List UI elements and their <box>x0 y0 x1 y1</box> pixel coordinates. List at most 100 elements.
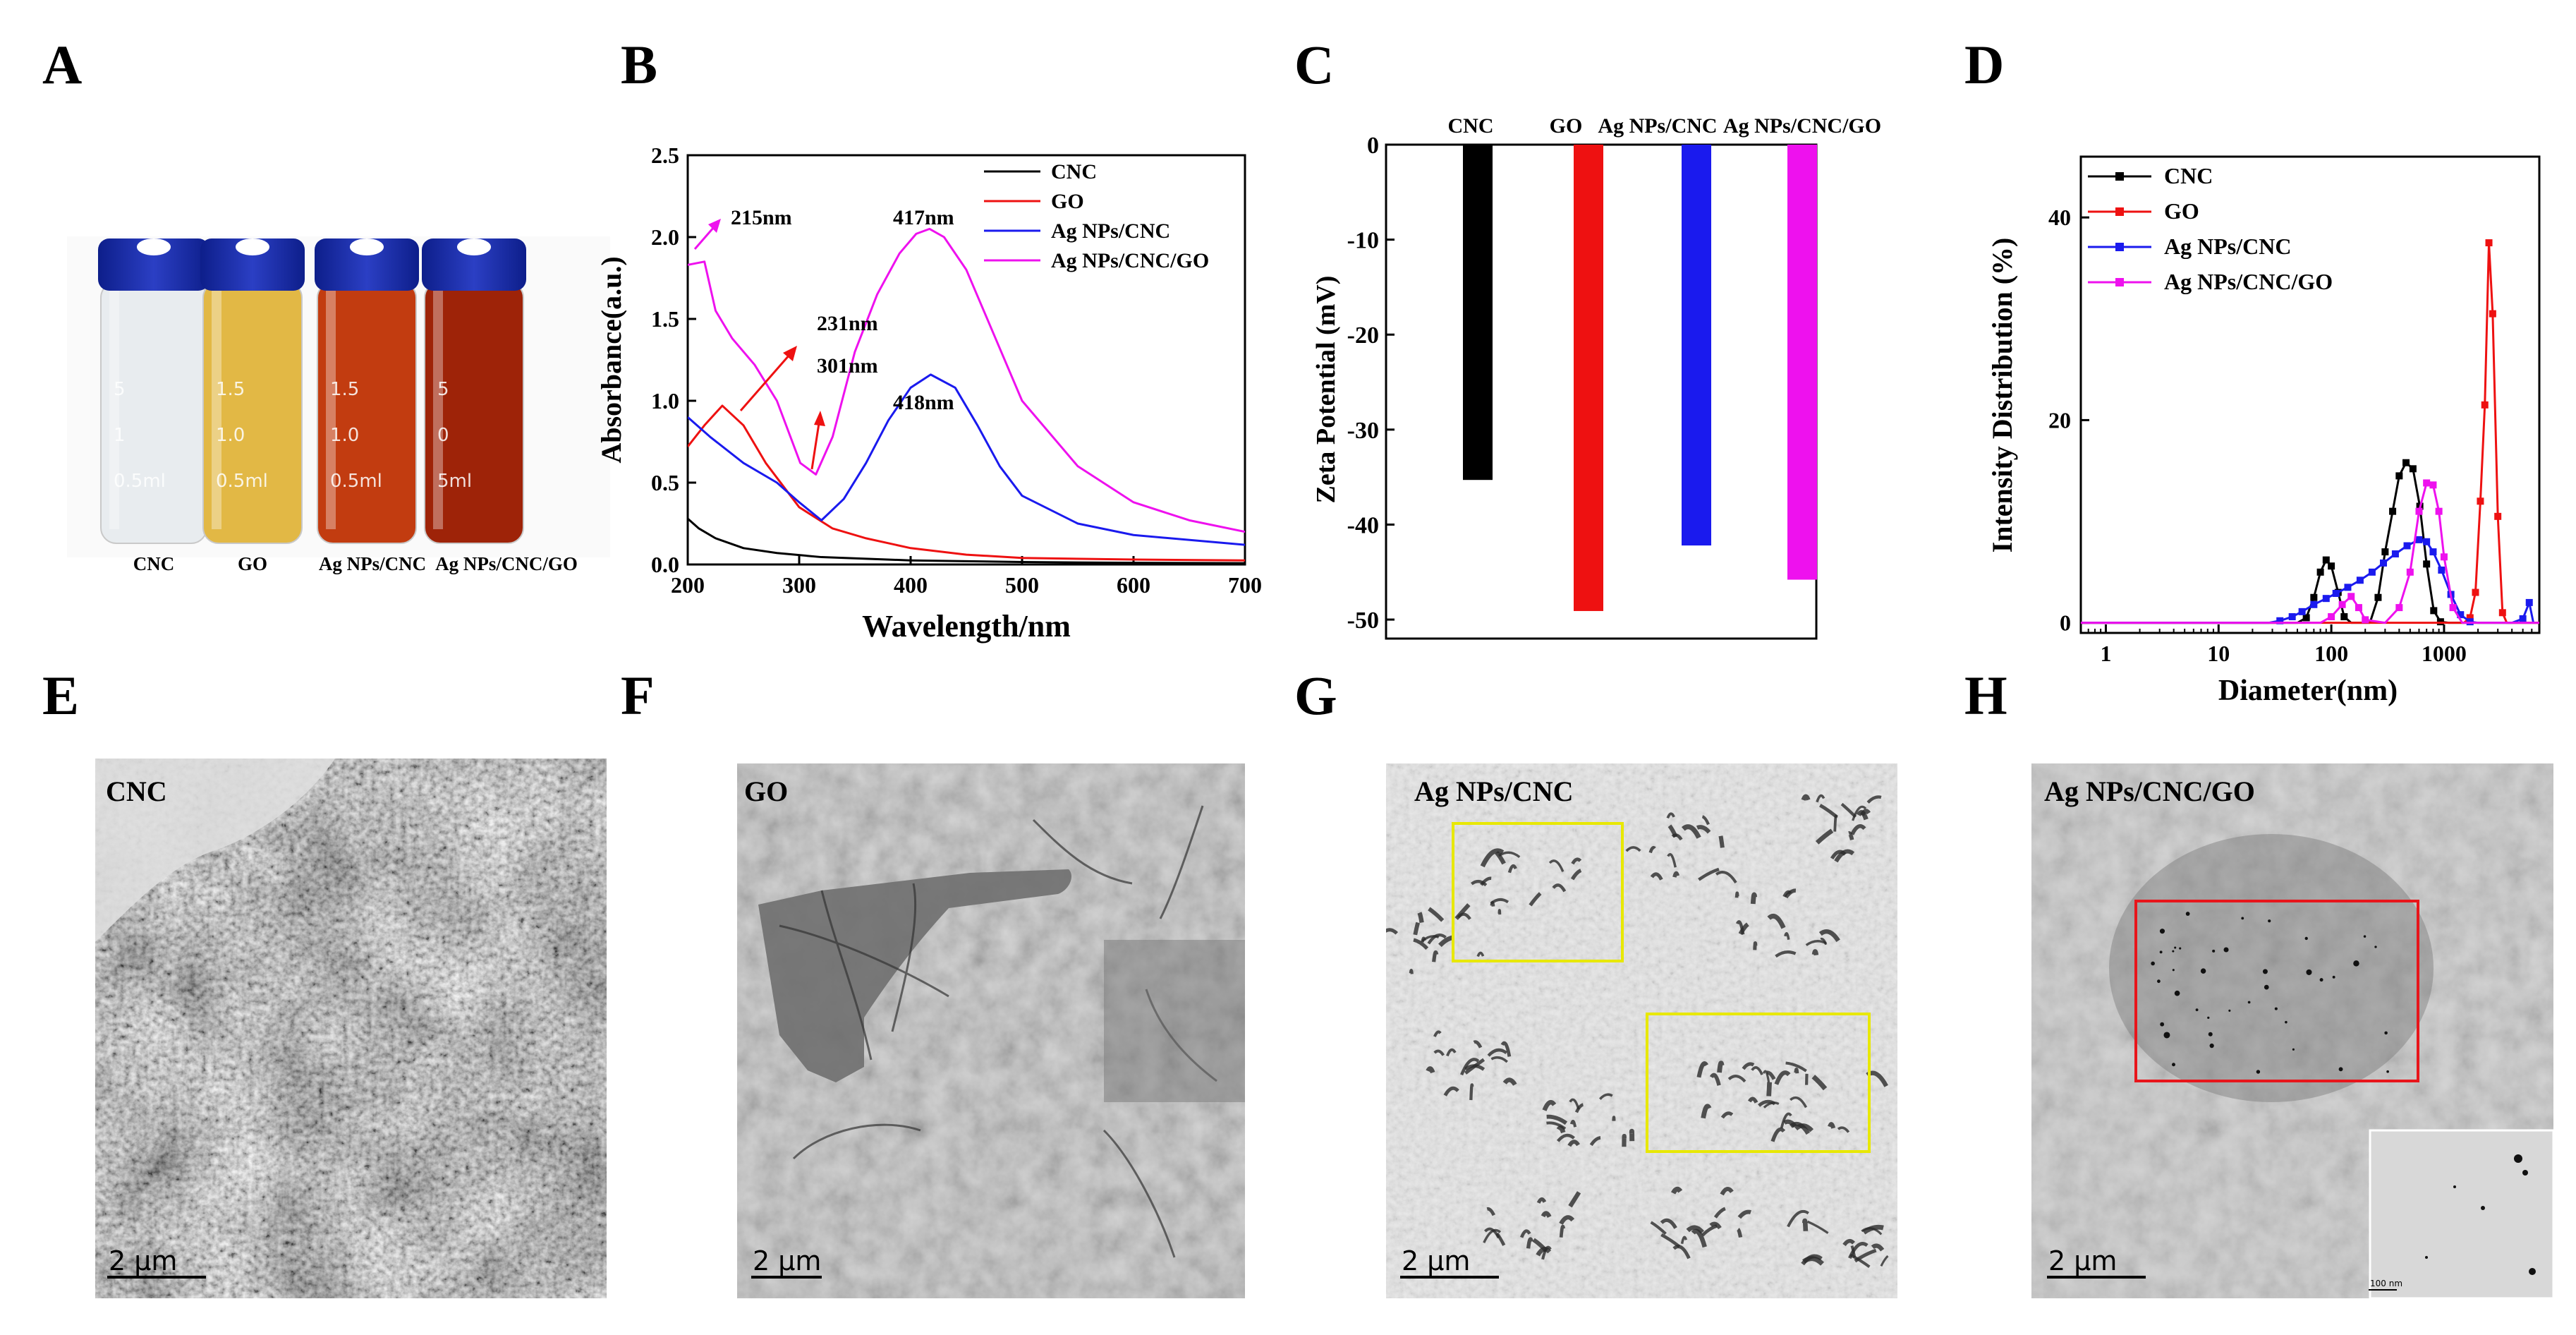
tem-nanoparticle <box>2172 969 2175 972</box>
tem-cluster-fiber <box>1672 871 1680 878</box>
tem-nanoparticle <box>2174 946 2177 949</box>
vial-marking-0-1: 1 <box>114 425 126 446</box>
legend-text-go: GO <box>1051 190 1084 213</box>
tem-cluster-fiber <box>1556 1133 1575 1142</box>
vial-cap-3 <box>422 238 526 291</box>
tem-cluster-fiber <box>1536 1247 1552 1257</box>
uv-vis-xtick-label: 400 <box>894 572 928 598</box>
zeta-potential-chart: 0 -10 -20 -30 -40 -50 CNC GO Ag NPs/CNC Ag NPs/C… <box>1311 114 1881 640</box>
vial-cap-hole-2 <box>350 238 384 255</box>
vial-label-cnc: CNC <box>133 553 175 574</box>
uv-vis-ytick-label: 1.0 <box>651 388 679 413</box>
tem-nanoparticle <box>2247 1001 2251 1004</box>
tem-cluster-fiber <box>1546 1121 1567 1130</box>
uv-vis-xtick-label: 200 <box>671 572 705 598</box>
inset-nanoparticle <box>2425 1256 2428 1259</box>
tem-cluster-fiber <box>1787 1209 1809 1228</box>
dls-marker-go <box>2481 401 2489 409</box>
tem-cluster-fiber <box>1529 892 1542 907</box>
tem-cluster-fiber <box>1811 949 1819 956</box>
dls-marker-ag-nps-cnc <box>2356 576 2364 584</box>
tem-image-cnc: CNC 2 μm <box>95 759 607 1298</box>
tem-cluster-fiber <box>1742 1062 1755 1070</box>
panel-letter-d: D <box>1964 34 2004 95</box>
tem-cluster-fiber <box>1559 1215 1575 1225</box>
dls-marker-cnc <box>2322 556 2330 564</box>
tem-cluster-fiber <box>1736 1228 1743 1238</box>
tem-nanoparticle <box>2200 968 2206 974</box>
tem-cluster-fiber <box>1718 835 1725 848</box>
tem-nanoparticle <box>2304 936 2308 941</box>
dls-marker-ag-nps-cnc <box>2457 611 2465 619</box>
dls-marker-cnc <box>2402 459 2410 466</box>
tem-agcnc-texture <box>1386 763 1897 1298</box>
dls-marker-cnc <box>2340 613 2348 621</box>
tem-nanoparticle <box>2268 919 2271 923</box>
tem-cluster-fiber <box>1625 846 1641 852</box>
dls-marker-ag-nps-cnc <box>2519 615 2527 622</box>
tem-cluster-fiber <box>1709 1073 1721 1086</box>
vial-glare-0 <box>109 289 119 529</box>
zeta-ytick-label: -20 <box>1347 322 1379 349</box>
vial-marking-3-1: 0 <box>437 425 449 446</box>
legend-text-agnps-cnc: Ag NPs/CNC <box>1051 219 1170 243</box>
dls-marker-go <box>2489 310 2496 318</box>
uv-vis-xtick-label: 500 <box>1005 572 1039 598</box>
inset-nanoparticle <box>2529 1268 2536 1275</box>
vial-cap-2 <box>315 238 419 291</box>
tem-cluster-fiber <box>1820 937 1828 946</box>
tem-nanoparticle <box>2159 950 2163 954</box>
uv-vis-axes: 200 300 400 500 600 700 0.0 0.5 1.0 1.5 2.0 2.5 <box>651 143 1262 598</box>
tem-cluster-fiber <box>1681 824 1701 839</box>
tem-cluster-fiber <box>1747 1097 1758 1104</box>
zeta-bar-ag-nps-cnc <box>1682 145 1711 546</box>
dls-ylabel: Intensity Distribution (%) <box>1986 238 2018 553</box>
dls-marker-ag-nps-cnc <box>2380 559 2388 567</box>
tem-cluster-fiber <box>1767 914 1786 929</box>
tem-cluster-fiber <box>1428 907 1445 922</box>
tem-cluster-fiber <box>1569 1098 1580 1110</box>
inset-image <box>2369 1129 2553 1298</box>
tem-nanoparticle <box>2264 984 2269 990</box>
tem-cluster-fiber <box>1552 883 1567 893</box>
tem-nanoparticle <box>2228 1009 2231 1012</box>
tem-cluster-fiber <box>1519 1229 1531 1238</box>
dls-marker-ag-nps-cnc-go <box>2406 568 2414 576</box>
tem-cluster-fiber <box>1569 1120 1577 1128</box>
annotation-301nm: 301nm <box>817 354 878 377</box>
tem-nanoparticle <box>2262 969 2268 974</box>
uv-vis-series-ag-nps-cnc-go <box>688 227 1245 533</box>
tem-cluster-fiber <box>1866 795 1882 804</box>
tem-cluster-fiber <box>1457 912 1471 920</box>
tem-nanoparticle <box>2207 1016 2210 1020</box>
tem-cluster-fiber <box>1670 1186 1683 1195</box>
vial-cap-hole-3 <box>457 238 491 255</box>
tem-cluster-fiber <box>1473 1040 1483 1049</box>
uv-vis-plot-frame <box>686 154 1246 566</box>
tem-cluster-fiber <box>1589 1136 1601 1147</box>
tem-cluster-fiber <box>1701 1104 1712 1119</box>
uv-vis-annotations: 215nm 417nm 231nm 301nm 418nm <box>693 206 954 470</box>
tem-cluster-fiber <box>1727 1075 1746 1083</box>
zeta-ytick-label: -30 <box>1347 418 1379 444</box>
dls-legend-text-go: GO <box>2164 198 2199 224</box>
tem-cluster-fiber <box>1802 1218 1809 1231</box>
tem-cluster-fiber <box>1433 1030 1442 1037</box>
tem-nanoparticle <box>2292 1048 2295 1051</box>
tem-cluster-fiber <box>1701 1224 1718 1237</box>
tem-cluster-fiber <box>1720 1187 1734 1196</box>
dls-marker-go <box>2498 609 2506 617</box>
tem-cluster-fiber <box>1470 879 1488 887</box>
tem-image-agnps-cnc: Ag NPs/CNC 2 μm <box>1386 763 1897 1298</box>
legend-text-cnc: CNC <box>1051 160 1097 183</box>
highlight-box-red <box>2134 900 2419 1082</box>
tem-cluster-fiber <box>1783 1119 1797 1128</box>
tem-cluster-fiber <box>1717 1061 1725 1073</box>
tem-cluster-fiber <box>1818 929 1840 943</box>
uv-vis-series-go <box>688 404 1245 562</box>
tem-cluster-fiber <box>1546 1114 1568 1125</box>
uv-vis-ytick-label: 0.5 <box>651 470 679 495</box>
tem-cluster-fiber <box>1852 805 1867 821</box>
tem-cluster-fiber <box>1811 1075 1828 1091</box>
tem-cluster-fiber <box>1815 828 1834 845</box>
